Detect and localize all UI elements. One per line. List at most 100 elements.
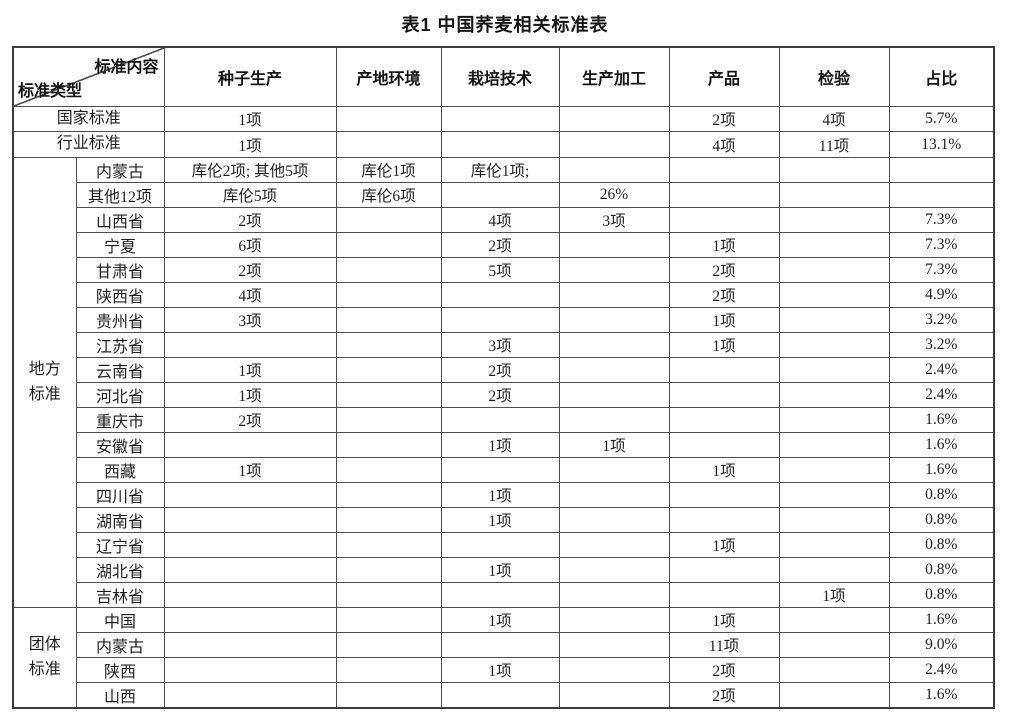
cell-inspection: 1项 (778, 582, 890, 609)
cell-seed-production (163, 582, 337, 609)
cell-production-processing (558, 332, 670, 359)
cell-product: 1项 (668, 307, 780, 334)
cell-product (668, 507, 780, 534)
cell-proportion: 1.6% (888, 682, 995, 709)
table-row: 湖南省 1项 0.8% (13, 507, 995, 534)
region-cell: 中国 (75, 607, 165, 634)
cell-product (668, 557, 780, 584)
cell-site-environment (335, 682, 442, 709)
cell-production-processing (558, 105, 670, 133)
cell-seed-production (163, 682, 337, 709)
cell-product: 1项 (668, 332, 780, 359)
cell-proportion: 1.6% (888, 457, 995, 484)
cell-proportion: 3.2% (888, 332, 995, 359)
cell-site-environment (335, 332, 442, 359)
cell-product (668, 357, 780, 384)
cell-inspection (778, 282, 890, 309)
cell-production-processing (558, 607, 670, 634)
cell-production-processing (558, 557, 670, 584)
cell-site-environment (335, 457, 442, 484)
table-row: 吉林省 1项 0.8% (13, 582, 995, 609)
cell-seed-production: 1项 (163, 131, 337, 159)
cell-proportion: 7.3% (888, 207, 995, 234)
cell-proportion: 4.9% (888, 282, 995, 309)
cell-cultivation-technique (440, 131, 560, 159)
cell-site-environment (335, 307, 442, 334)
cell-site-environment (335, 582, 442, 609)
cell-product (668, 582, 780, 609)
corner-cell: 标准内容 标准类型 (12, 46, 165, 107)
cell-proportion: 2.4% (888, 657, 995, 684)
cell-seed-production (163, 332, 337, 359)
table-row: 宁夏 6项 2项 1项 7.3% (13, 232, 995, 259)
cell-production-processing (558, 157, 670, 184)
cell-production-processing (558, 532, 670, 559)
table-row: 山西 2项 1.6% (13, 682, 995, 709)
cell-cultivation-technique (440, 105, 560, 133)
region-cell: 山西省 (75, 207, 165, 234)
cell-inspection (778, 407, 890, 434)
cell-proportion: 1.6% (888, 407, 995, 434)
table-row: 四川省 1项 0.8% (13, 482, 995, 509)
cell-site-environment (335, 131, 442, 159)
standards-table: 标准内容 标准类型 种子生产 产地环境 栽培技术 生产加工 产品 检验 占比 国… (12, 46, 995, 710)
cell-site-environment (335, 657, 442, 684)
table-title: 表1 中国荞麦相关标准表 (401, 15, 609, 35)
cell-production-processing (558, 282, 670, 309)
table-row: 重庆市 2项 1.6% (13, 407, 995, 434)
cell-site-environment (335, 482, 442, 509)
cell-cultivation-technique: 3项 (440, 332, 560, 359)
region-cell: 山西 (75, 682, 165, 709)
cell-product: 2项 (668, 105, 780, 133)
category-cell: 地方 标准 (12, 157, 77, 609)
cell-product (668, 182, 780, 209)
cell-site-environment (335, 507, 442, 534)
cell-product: 1项 (668, 232, 780, 259)
cell-inspection: 4项 (778, 105, 890, 133)
cell-cultivation-technique (440, 532, 560, 559)
cell-product: 2项 (668, 257, 780, 284)
cell-cultivation-technique: 2项 (440, 357, 560, 384)
cell-inspection (778, 557, 890, 584)
cell-product (668, 207, 780, 234)
cell-production-processing (558, 482, 670, 509)
column-header-cultivation-technique: 栽培技术 (440, 46, 560, 107)
cell-seed-production (163, 482, 337, 509)
cell-inspection (778, 232, 890, 259)
cell-site-environment (335, 432, 442, 459)
table-row: 贵州省 3项 1项 3.2% (13, 307, 995, 334)
table-row: 云南省 1项 2项 2.4% (13, 357, 995, 384)
cell-inspection (778, 657, 890, 684)
cell-production-processing (558, 582, 670, 609)
cell-production-processing (558, 382, 670, 409)
region-cell: 内蒙古 (75, 632, 165, 659)
region-cell: 宁夏 (75, 232, 165, 259)
cell-production-processing (558, 632, 670, 659)
table-row: 地方 标准 内蒙古 库伦2项; 其他5项 库伦1项 库伦1项; (12, 157, 995, 609)
cell-production-processing (558, 657, 670, 684)
corner-label-standard-type: 标准类型 (18, 82, 83, 100)
cell-production-processing (558, 682, 670, 709)
cell-product: 1项 (668, 532, 780, 559)
cell-product: 2项 (668, 682, 780, 709)
cell-proportion: 13.1% (888, 131, 995, 159)
cell-product: 2项 (668, 657, 780, 684)
cell-proportion: 2.4% (888, 357, 995, 384)
cell-production-processing: 1项 (558, 432, 670, 459)
cell-site-environment (335, 632, 442, 659)
cell-site-environment (335, 382, 442, 409)
cell-proportion: 0.8% (888, 582, 995, 609)
cell-proportion: 0.8% (888, 482, 995, 509)
cell-inspection (778, 257, 890, 284)
column-header-production-processing: 生产加工 (558, 46, 670, 107)
table-row: 江苏省 3项 1项 3.2% (13, 332, 995, 359)
cell-production-processing (558, 257, 670, 284)
cell-product: 1项 (668, 607, 780, 634)
cell-production-processing (558, 307, 670, 334)
cell-cultivation-technique (440, 682, 560, 709)
table-row: 陕西 1项 2项 2.4% (13, 657, 995, 684)
cell-proportion (888, 182, 995, 209)
cell-proportion (888, 157, 995, 184)
cell-inspection: 11项 (778, 131, 890, 159)
cell-production-processing (558, 507, 670, 534)
